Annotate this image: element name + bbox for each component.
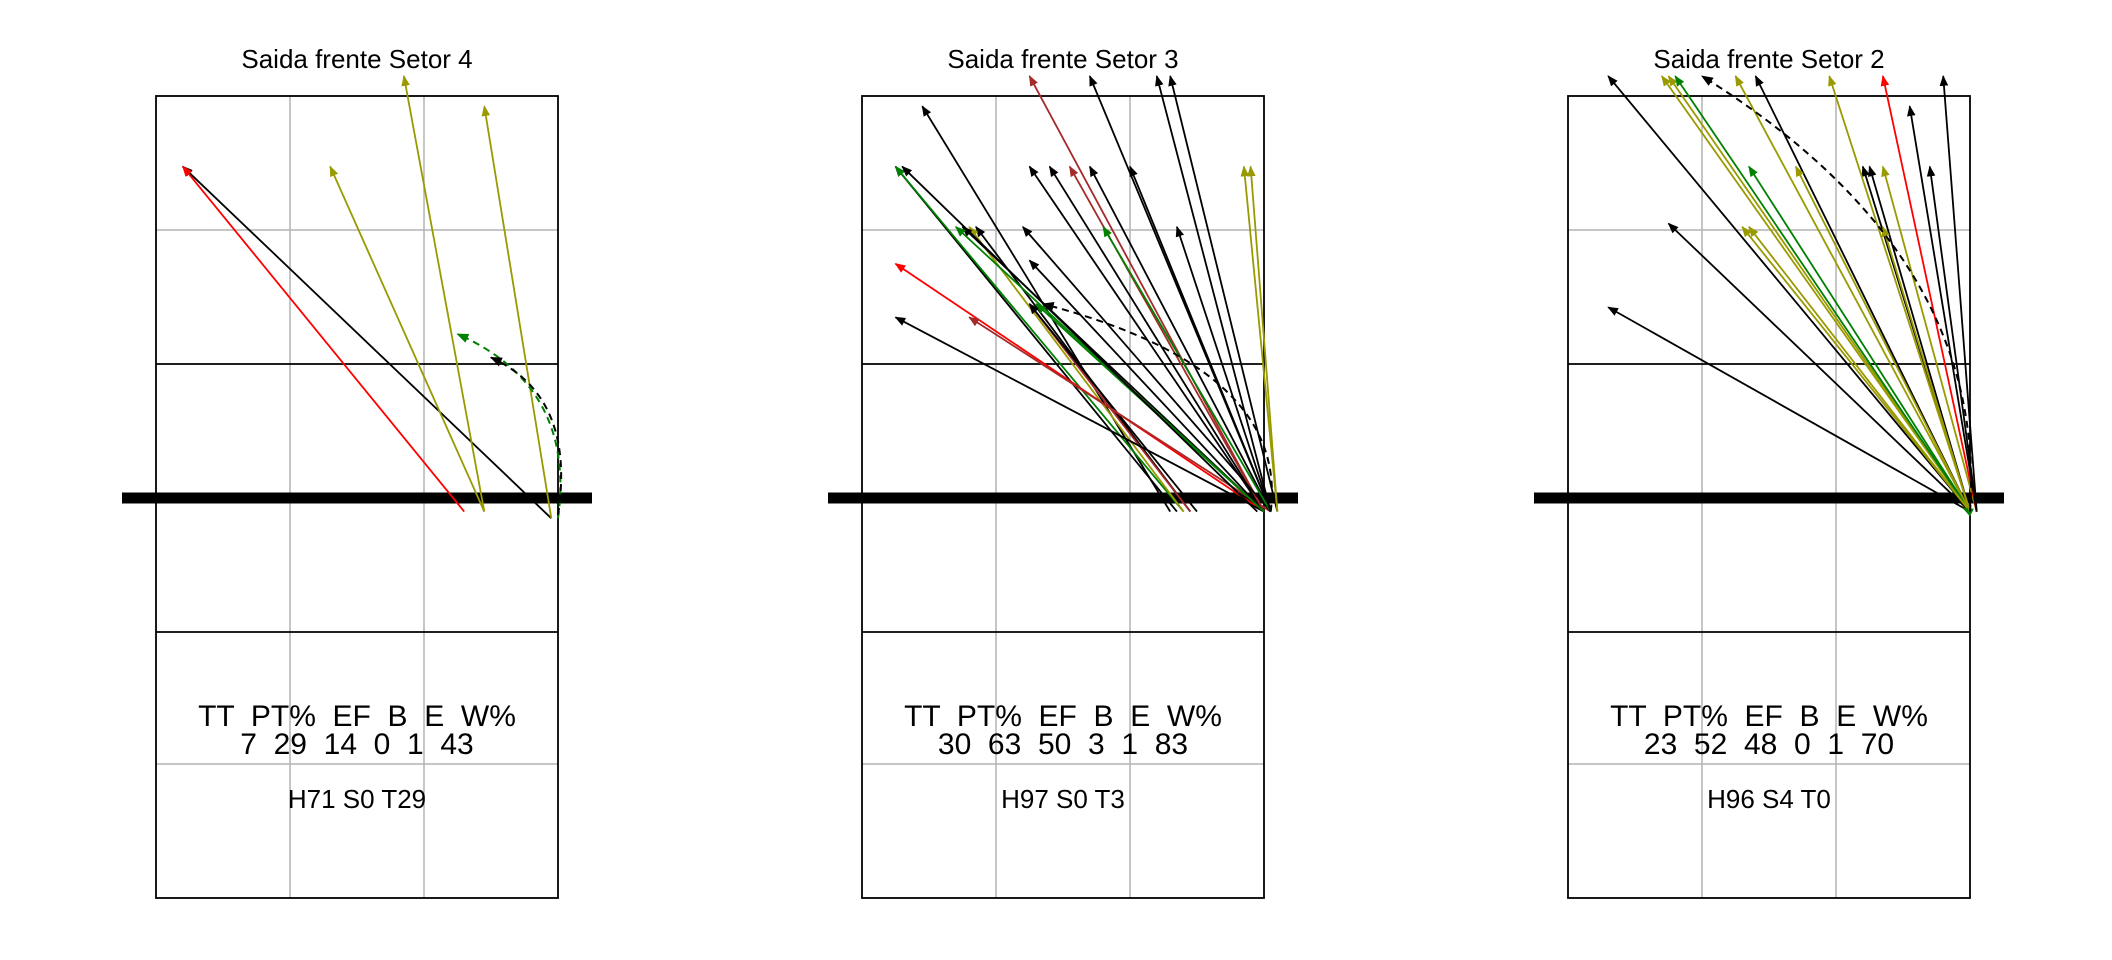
- attack-arrow: [1907, 105, 1978, 512]
- attack-arrow: [1028, 259, 1265, 513]
- panel-title: Saida frente Setor 3: [947, 44, 1178, 74]
- attack-arrow: [1028, 75, 1265, 513]
- attack-arrow: [1168, 75, 1279, 512]
- attack-arrow: [1700, 75, 1972, 512]
- attack-arrow: [901, 165, 1258, 513]
- stats-values: 23 52 48 0 1 70: [1644, 728, 1894, 761]
- attack-arrow: [968, 225, 1185, 513]
- panel-title: Saida frente Setor 2: [1653, 44, 1884, 74]
- attack-arrow: [182, 165, 552, 519]
- attack-arrow: [182, 165, 465, 513]
- attack-arrow: [1240, 165, 1279, 512]
- attack-arrow: [894, 165, 1185, 513]
- attack-arrow: [1661, 75, 1971, 513]
- attack-arrow: [1734, 75, 1971, 513]
- panel-3: Saida frente Setor 2 TT PT% EF B E W%23 5…: [1534, 44, 2004, 899]
- attack-arrow: [1748, 165, 1971, 513]
- attack-arrow: [968, 316, 1272, 513]
- attack-arrow: [1926, 165, 1978, 512]
- attack-arrow: [489, 356, 563, 516]
- attack-arrow: [1794, 165, 1971, 513]
- panel-footer: H71 S0 T29: [288, 784, 426, 814]
- attack-arrow: [1607, 75, 1971, 513]
- panel-footer: H96 S4 T0: [1707, 784, 1831, 814]
- attack-arrow: [1089, 165, 1272, 513]
- attack-arrow: [1155, 75, 1272, 512]
- attack-arrow: [1048, 165, 1265, 513]
- panel-footer: H97 S0 T3: [1001, 784, 1125, 814]
- attack-arrow: [1129, 165, 1272, 512]
- attack-arrow: [1748, 225, 1971, 513]
- stats-header: TT PT% EF B E W%: [1610, 700, 1928, 733]
- attack-arrow: [1881, 165, 1978, 512]
- stats-header: TT PT% EF B E W%: [904, 700, 1222, 733]
- attack-arrow: [1939, 75, 1978, 512]
- panel-title: Saida frente Setor 4: [241, 44, 472, 74]
- stats-values: 30 63 50 3 1 83: [938, 728, 1188, 761]
- attack-arrow: [1068, 165, 1265, 513]
- attack-arrow: [329, 165, 486, 512]
- stats-header: TT PT% EF B E W%: [198, 700, 516, 733]
- attack-arrow: [456, 333, 562, 519]
- stats-values: 7 29 14 0 1 43: [240, 728, 474, 761]
- attack-arrow: [1247, 165, 1279, 512]
- panel-1: Saida frente Setor 4 TT PT% EF B E W%7 29…: [122, 44, 592, 899]
- attack-arrow: [1828, 75, 1971, 512]
- attack-arrow: [1041, 301, 1273, 512]
- attack-arrow: [1880, 75, 1978, 512]
- attack-arrow: [1607, 306, 1971, 513]
- attack-arrow: [1667, 222, 1971, 513]
- attack-arrow: [1028, 303, 1198, 513]
- attack-arrow: [481, 105, 553, 519]
- attack-arrow: [1667, 75, 1971, 513]
- attack-arrow: [1022, 226, 1272, 513]
- attack-arrow: [1674, 75, 1971, 513]
- attack-arrow: [1175, 225, 1272, 512]
- attack-arrow: [894, 316, 1265, 513]
- attack-arrow: [401, 75, 486, 512]
- attack-arrow: [1102, 225, 1272, 513]
- panel-2: Saida frente Setor 3 TT PT% EF B E W%30 6…: [828, 44, 1298, 899]
